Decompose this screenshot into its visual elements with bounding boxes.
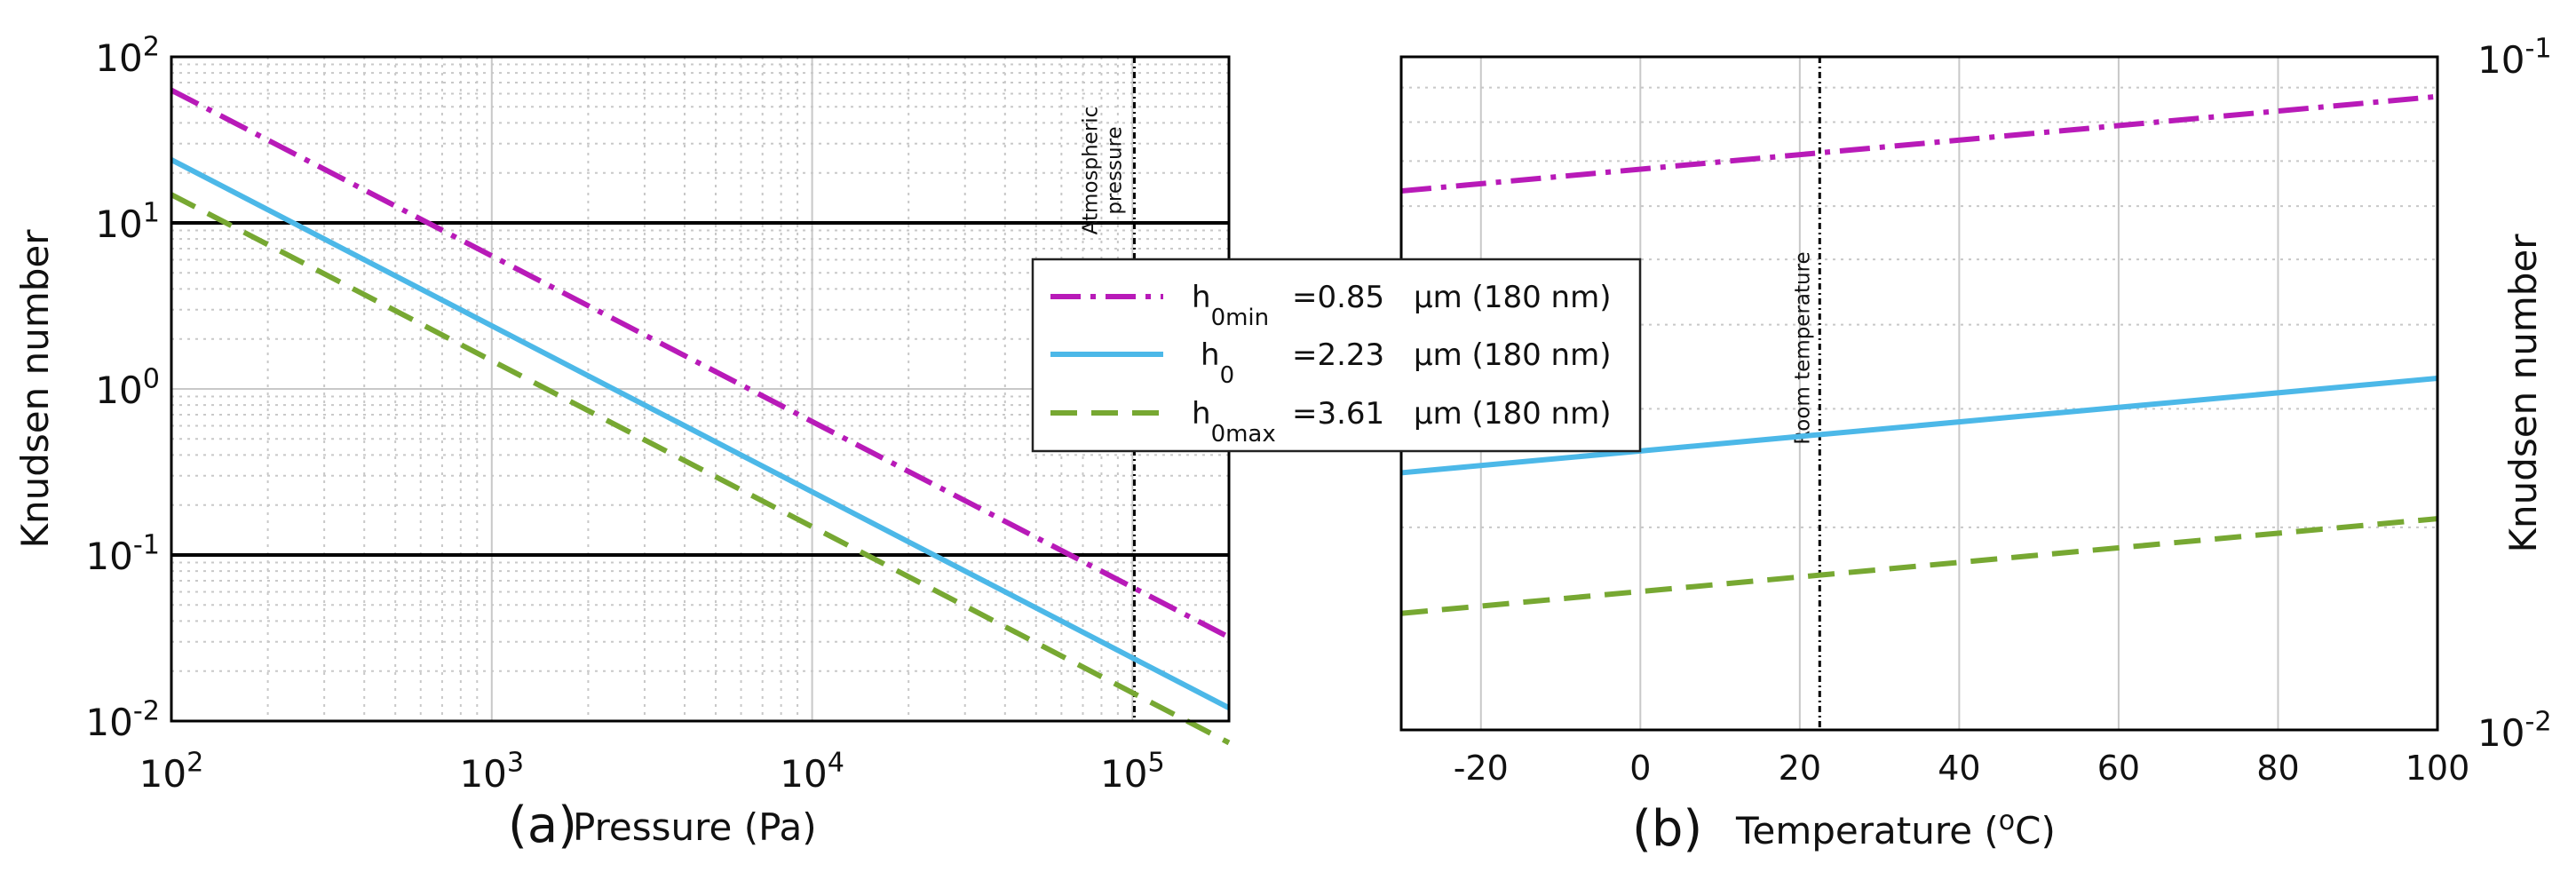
panel-label: (b)	[1632, 800, 1702, 858]
y-axis-label: Knudsen number	[2501, 234, 2545, 553]
legend-value: =0.85	[1292, 280, 1384, 315]
x-tick-label: -20	[1454, 749, 1509, 788]
legend-unit: μm (180 nm)	[1414, 337, 1611, 373]
x-tick-label: 80	[2256, 749, 2299, 788]
legend-value: =2.23	[1292, 337, 1384, 373]
panel-label: (a)	[508, 797, 577, 854]
y-axis-label: Knudsen number	[13, 229, 57, 549]
legend-label: h0max	[1192, 396, 1276, 448]
panel-a: Atmosphericpressure 102 103 104 105 102 101 100…	[13, 31, 1231, 854]
x-tick-label: 60	[2097, 749, 2140, 788]
series-line	[1400, 375, 2438, 476]
panel-b: Room temperature -20 0 20 40 60 80 100 10-1 10-2 K…	[1399, 33, 2552, 858]
series-line	[1400, 516, 2438, 616]
series-line	[170, 87, 1231, 640]
atmospheric-pressure-label: Atmosphericpressure	[1079, 107, 1126, 235]
x-tick-label: 103	[459, 747, 524, 796]
series-line	[170, 157, 1231, 710]
y-tick-label: 10-2	[85, 695, 160, 744]
y-tick-label: 10-1	[2477, 33, 2552, 82]
series-line	[170, 192, 1231, 746]
legend: h0min =0.85 μm (180 nm) h0 =2.23 μm (180 nm) h…	[1031, 258, 1642, 453]
x-axis-label: Temperature (oC)	[1735, 805, 2056, 852]
series-line	[1400, 93, 2438, 194]
x-axis-label: Pressure (Pa)	[573, 805, 817, 849]
legend-unit: μm (180 nm)	[1414, 396, 1611, 432]
x-tick-label: 102	[139, 747, 204, 796]
legend-label: h0	[1201, 337, 1234, 389]
y-tick-label: 100	[95, 363, 160, 412]
x-tick-label: 105	[1100, 747, 1165, 796]
x-tick-label: 104	[780, 747, 844, 796]
room-temperature-label: Room temperature	[1791, 251, 1814, 444]
legend-unit: μm (180 nm)	[1414, 280, 1611, 315]
y-tick-label: 10-1	[85, 529, 160, 578]
x-tick-label: 40	[1938, 749, 1980, 788]
legend-value: =3.61	[1292, 396, 1384, 432]
legend-label: h0min	[1192, 280, 1269, 331]
x-tick-label: 100	[2406, 749, 2470, 788]
y-tick-label: 102	[95, 31, 160, 80]
y-tick-label: 10-2	[2477, 706, 2552, 755]
x-tick-label: 20	[1779, 749, 1821, 788]
x-tick-label: 0	[1629, 749, 1651, 788]
y-tick-label: 101	[95, 197, 160, 246]
